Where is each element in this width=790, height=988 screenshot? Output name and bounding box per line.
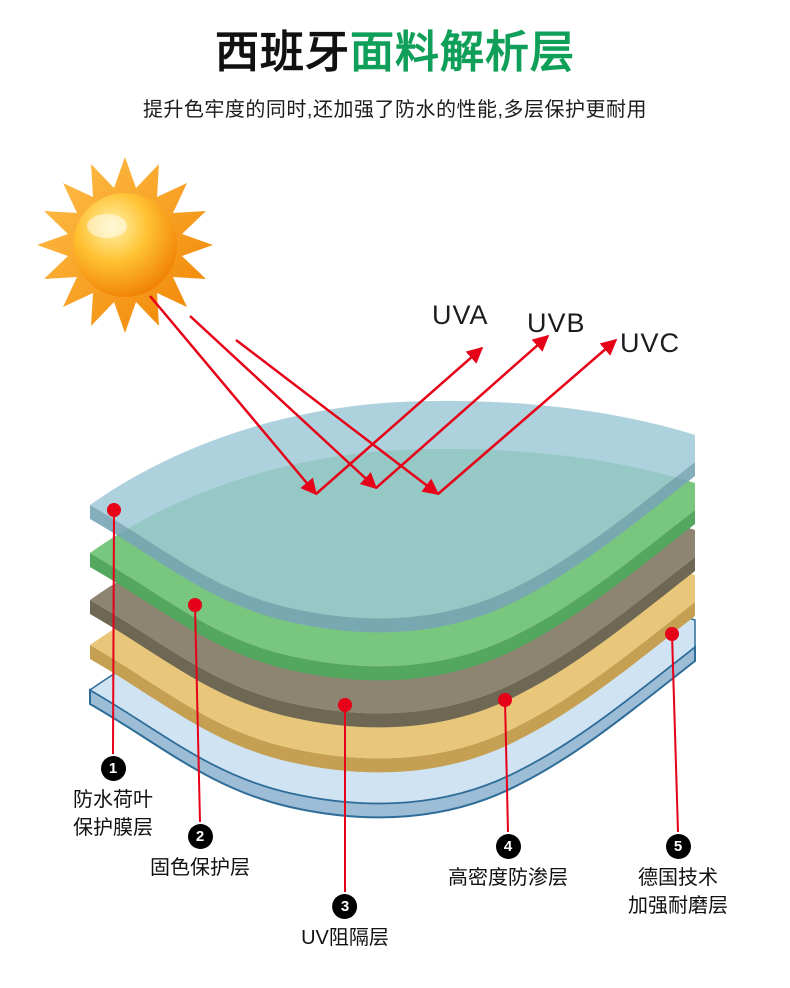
callout-dot-3: [338, 698, 352, 712]
layer-5-number-badge: 5: [665, 834, 691, 859]
layer-sheet-2: [90, 448, 695, 681]
layer-sheet-1: [90, 400, 695, 633]
callout-1: 1 防水荷叶 保护膜层: [73, 756, 153, 842]
callout-5: 5 德国技术 加强耐磨层: [628, 834, 728, 920]
uv-reflected-rays: [315, 334, 618, 495]
title-highlight: 面料解析层: [350, 28, 575, 77]
callout-3: 3 UV阻隔层: [301, 894, 389, 952]
uvb-label: UVB: [527, 308, 586, 338]
layer-4-number-badge: 4: [495, 834, 521, 859]
layer-1-label: 防水荷叶 保护膜层: [73, 786, 153, 842]
layer-2-label: 固色保护层: [150, 854, 250, 882]
callout-2: 2 固色保护层: [150, 824, 250, 882]
layer-4-label-line-1: 高密度防渗层: [448, 867, 568, 889]
layer-2-number-badge: 2: [187, 824, 213, 849]
uva-label: UVA: [432, 300, 489, 330]
layer-sheet-4: [90, 540, 695, 773]
callout-line-5: [671, 633, 679, 833]
layer-5-label-line-1: 德国技术: [638, 867, 718, 889]
subtitle: 提升色牢度的同时,还加强了防水的性能,多层保护更耐用: [142, 98, 648, 121]
callout-line-1: [112, 509, 115, 755]
layer-sheet-3: [90, 495, 695, 728]
layer-3-label: UV阻隔层: [301, 924, 389, 952]
layer-3-number-badge: 3: [332, 894, 358, 919]
callout-line-2: [194, 604, 201, 823]
layer-3-label-line-1: UV阻隔层: [301, 927, 389, 949]
callout-line-4: [504, 699, 509, 833]
callout-dot-4: [498, 693, 512, 707]
page-title: 西班牙面料解析层: [0, 28, 790, 79]
uvc-label: UVC: [620, 328, 681, 358]
callout-dot-2: [188, 598, 202, 612]
sun-icon: [37, 157, 213, 333]
layer-sheet-5: [88, 585, 696, 819]
uv-incoming-rays: [149, 295, 440, 496]
layer-4-label: 高密度防渗层: [448, 864, 568, 892]
layer-1-label-line-2: 保护膜层: [73, 817, 153, 839]
header: 西班牙面料解析层 提升色牢度的同时,还加强了防水的性能,多层保护更耐用: [0, 28, 790, 122]
layer-1-label-line-1: 防水荷叶: [73, 789, 153, 811]
callout-dot-5: [665, 627, 679, 641]
callout-dot-1: [107, 503, 121, 517]
layer-5-label: 德国技术 加强耐磨层: [628, 864, 728, 920]
title-prefix: 西班牙: [215, 28, 350, 77]
layer-2-label-line-1: 固色保护层: [150, 857, 250, 879]
layer-5-label-line-2: 加强耐磨层: [628, 895, 728, 917]
layer-1-number-badge: 1: [100, 756, 126, 781]
callout-4: 4 高密度防渗层: [448, 834, 568, 892]
